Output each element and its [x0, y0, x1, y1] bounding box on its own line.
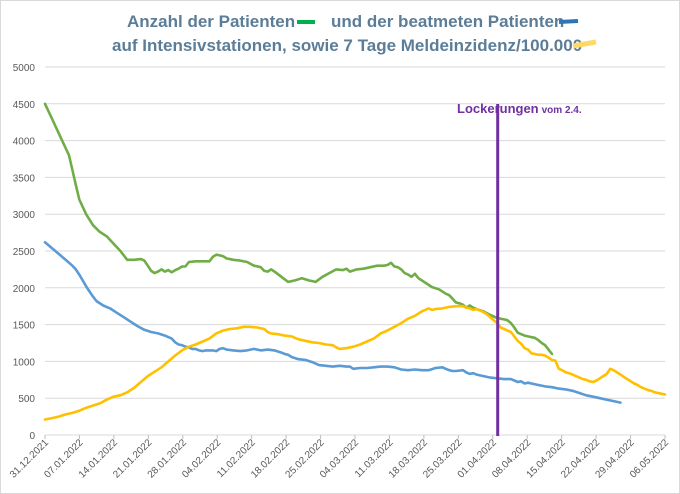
y-tick-label-3000: 3000: [13, 210, 36, 221]
series-line-incidence: [43, 304, 667, 421]
series-layer: [43, 102, 667, 421]
title-line2: auf Intensivstationen, sowie 7 Tage Meld…: [112, 36, 582, 55]
title-part2: und der beatmeten Patienten: [331, 12, 564, 31]
y-axis-ticks: 0 500 1000 1500 2000 2500 3000 3500 4000 4500 5000: [13, 63, 36, 442]
y-tick-label-3500: 3500: [13, 173, 36, 184]
legend-ventilated-swatch: [558, 19, 579, 24]
y-tick-label-4000: 4000: [13, 137, 36, 148]
y-tick-label-5000: 5000: [13, 63, 36, 74]
y-tick-label-2000: 2000: [13, 284, 36, 295]
title-part1: Anzahl der Patienten: [127, 12, 295, 31]
x-axis-ticks: 31.12.202107.01.202214.01.202221.01.2022…: [8, 435, 671, 481]
legend-incidence-swatch: [572, 39, 597, 49]
annotation-small: vom 2.4.: [542, 105, 582, 116]
grid-lines: [45, 66, 665, 436]
series-line-ventilated: [43, 240, 622, 404]
y-tick-label-500: 500: [18, 394, 35, 405]
y-tick-label-1000: 1000: [13, 357, 36, 368]
y-tick-label-0: 0: [29, 431, 35, 442]
y-tick-label-2500: 2500: [13, 247, 36, 258]
y-tick-label-1500: 1500: [13, 321, 36, 332]
annotation-main: Lockerungen: [457, 101, 539, 116]
y-tick-label-4500: 4500: [13, 100, 36, 111]
annotation-label: Lockerungen vom 2.4.: [457, 101, 582, 116]
